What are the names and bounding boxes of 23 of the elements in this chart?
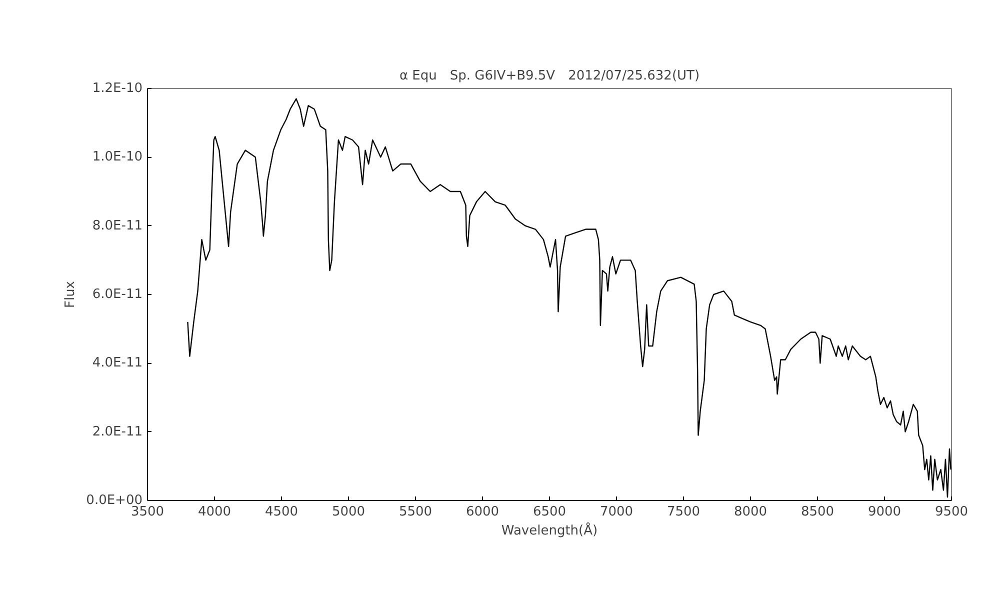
x-tick-label: 3500 bbox=[130, 504, 164, 520]
x-tick-label: 4500 bbox=[264, 504, 298, 520]
x-tick-label: 8500 bbox=[800, 504, 834, 520]
x-tick-label: 9500 bbox=[934, 504, 968, 520]
line-series bbox=[187, 98, 952, 498]
x-tick-label: 8000 bbox=[734, 504, 768, 520]
x-tick-label: 6500 bbox=[532, 504, 566, 520]
y-tick-label: 1.2E-10 bbox=[92, 81, 143, 96]
x-tick-label: 7500 bbox=[666, 504, 700, 520]
x-tick-label: 4000 bbox=[198, 504, 232, 520]
x-tick-label: 6000 bbox=[466, 504, 500, 520]
x-axis-title: Wavelength(Å) bbox=[501, 522, 598, 538]
chart-title: α Equ Sp. G6IV+B9.5V 2012/07/25.632(UT) bbox=[399, 68, 700, 84]
y-axis-title: Flux bbox=[63, 280, 78, 308]
y-tick-label: 8.0E-11 bbox=[92, 218, 143, 234]
y-tick-label: 2.0E-11 bbox=[92, 424, 143, 440]
y-tick-label: 1.0E-10 bbox=[92, 150, 143, 165]
y-tick-label: 4.0E-11 bbox=[92, 356, 143, 371]
x-tick-label: 5500 bbox=[398, 504, 432, 520]
x-tick-label: 7000 bbox=[600, 504, 634, 520]
x-tick-label: 5000 bbox=[332, 504, 366, 520]
x-tick-label: 9000 bbox=[868, 504, 902, 520]
y-tick-label: 6.0E-11 bbox=[92, 287, 143, 302]
